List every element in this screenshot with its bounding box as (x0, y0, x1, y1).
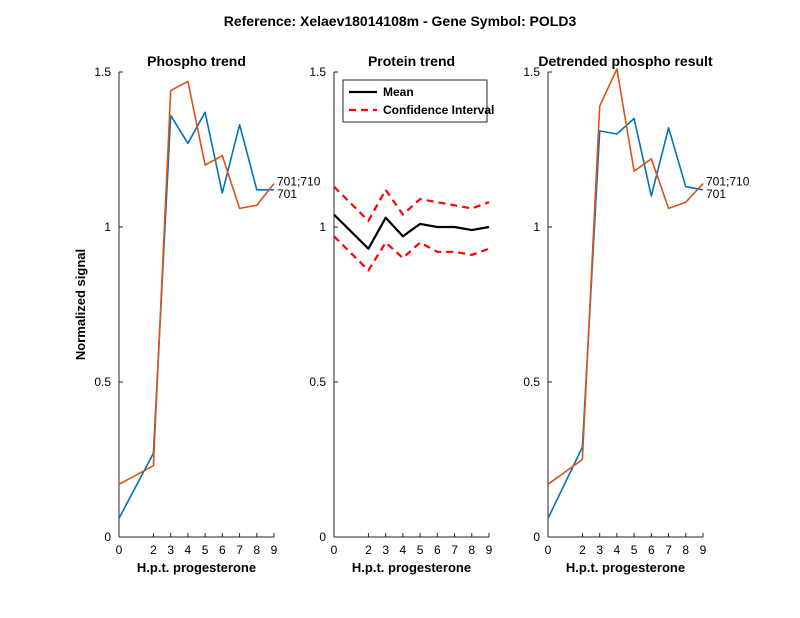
x-tick-label: 5 (417, 543, 424, 557)
x-tick-label: 3 (382, 543, 389, 557)
series-line-1 (118, 111, 274, 519)
x-tick-label: 0 (545, 543, 552, 557)
y-tick-label: 1 (104, 220, 111, 234)
chart-panel-1: Phospho trend 0 0.5 1 1.5 0 2 3 4 5 6 7 8 9 H.p.t. pro… (73, 53, 321, 575)
x-tick-label: 7 (451, 543, 458, 557)
series-annotation: 701 (706, 187, 726, 201)
legend-box (342, 79, 488, 123)
mean-line (333, 213, 490, 250)
x-tick-label: 5 (202, 543, 209, 557)
x-tick-label: 4 (400, 543, 407, 557)
x-tick-label: 6 (648, 543, 655, 557)
x-tick-label: 2 (579, 543, 586, 557)
chart-title: Detrended phospho result (538, 53, 713, 69)
y-tick-label: 1 (319, 220, 326, 234)
y-tick-label: 0.5 (94, 375, 111, 389)
x-tick-label: 2 (150, 543, 157, 557)
x-tick-label: 8 (468, 543, 475, 557)
x-tick-label: 0 (116, 543, 123, 557)
y-tick-label: 1 (533, 220, 540, 234)
y-tick-label: 1.5 (309, 65, 326, 79)
x-axis-label: H.p.t. progesterone (137, 560, 256, 575)
x-tick-label: 7 (236, 543, 243, 557)
series-line-2 (118, 80, 275, 486)
x-tick-label: 2 (365, 543, 372, 557)
x-tick-label: 9 (271, 543, 278, 557)
legend-mean-label: Mean (383, 85, 414, 99)
series-annotation: 701;710 (706, 175, 750, 189)
series-line-1 (547, 117, 704, 519)
y-axis-label: Normalized signal (73, 249, 88, 360)
x-tick-label: 4 (614, 543, 621, 557)
x-tick-label: 3 (167, 543, 174, 557)
x-axis-label: H.p.t. progesterone (566, 560, 685, 575)
ci-lower-line (333, 235, 490, 272)
chart-title: Protein trend (368, 53, 455, 69)
x-axis-label: H.p.t. progesterone (352, 560, 471, 575)
series-annotation: 701;710 (277, 175, 321, 189)
legend-ci-label: Confidence Interval (383, 103, 494, 117)
x-tick-label: 9 (486, 543, 493, 557)
x-tick-label: 8 (682, 543, 689, 557)
chart-title: Phospho trend (147, 53, 246, 69)
chart-panel-3: Detrended phospho result 0 0.5 1 1.5 0 2 3 4 5 6 7 8… (523, 53, 749, 575)
x-tick-label: 4 (185, 543, 192, 557)
y-tick-label: 0 (319, 530, 326, 544)
ci-upper-line (333, 185, 490, 222)
y-tick-label: 0.5 (523, 375, 540, 389)
y-tick-label: 0 (533, 530, 540, 544)
figure-suptitle: Reference: Xelaev18014108m - Gene Symbol… (224, 13, 577, 29)
x-tick-label: 8 (253, 543, 260, 557)
x-tick-label: 0 (331, 543, 338, 557)
x-tick-label: 7 (665, 543, 672, 557)
x-tick-label: 9 (700, 543, 707, 557)
y-tick-label: 0 (104, 530, 111, 544)
x-tick-label: 3 (596, 543, 603, 557)
series-line-2 (547, 68, 704, 485)
x-tick-label: 6 (434, 543, 441, 557)
y-tick-label: 1.5 (523, 65, 540, 79)
chart-panel-2: Protein trend 0 0.5 1 1.5 0 2 3 4 5 6 7 8 9 H.p.t. pro… (309, 53, 494, 575)
x-tick-label: 6 (219, 543, 226, 557)
x-tick-label: 5 (631, 543, 638, 557)
y-tick-label: 1.5 (94, 65, 111, 79)
y-tick-label: 0.5 (309, 375, 326, 389)
series-annotation: 701 (277, 187, 297, 201)
